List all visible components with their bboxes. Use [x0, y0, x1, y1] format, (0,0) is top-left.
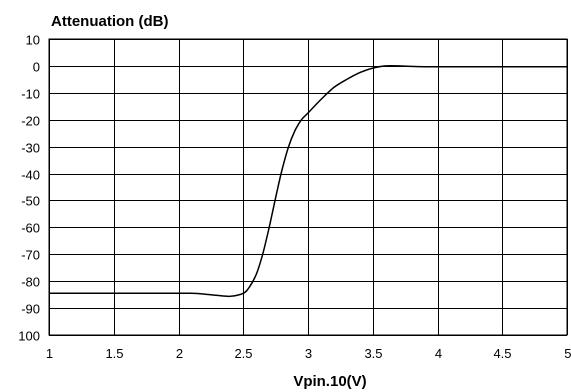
x-tick-label: 3.5 [364, 346, 382, 361]
x-axis-label: Vpin.10(V) [293, 373, 366, 390]
x-tick-label: 1.5 [105, 346, 123, 361]
y-tick-label: -30 [21, 141, 40, 156]
y-tick-label: -90 [21, 302, 40, 317]
y-tick-label: 100 [18, 329, 40, 344]
y-tick-label: 0 [33, 60, 40, 75]
y-tick-label: -70 [21, 248, 40, 263]
y-tick-label: -50 [21, 194, 40, 209]
y-tick-label: -20 [21, 114, 40, 129]
x-tick-label: 1 [46, 346, 53, 361]
attenuation-curve [49, 64, 567, 298]
y-tick-label: -80 [21, 275, 40, 290]
y-tick-label: -10 [21, 87, 40, 102]
x-axis-ticks: 1 1.5 2 2.5 3 3.5 4 4.5 5 [46, 346, 571, 361]
x-tick-label: 2.5 [234, 346, 252, 361]
x-tick-label: 3 [305, 346, 312, 361]
gridlines [49, 39, 568, 336]
x-tick-label: 4 [435, 346, 442, 361]
y-tick-label: -40 [21, 168, 40, 183]
y-tick-label: -60 [21, 221, 40, 236]
x-tick-label: 5 [564, 346, 571, 361]
chart-title: Attenuation (dB) [51, 13, 168, 30]
x-tick-label: 4.5 [493, 346, 511, 361]
x-tick-label: 2 [176, 346, 183, 361]
y-tick-label: 10 [26, 33, 40, 48]
plot-frame [48, 38, 568, 336]
